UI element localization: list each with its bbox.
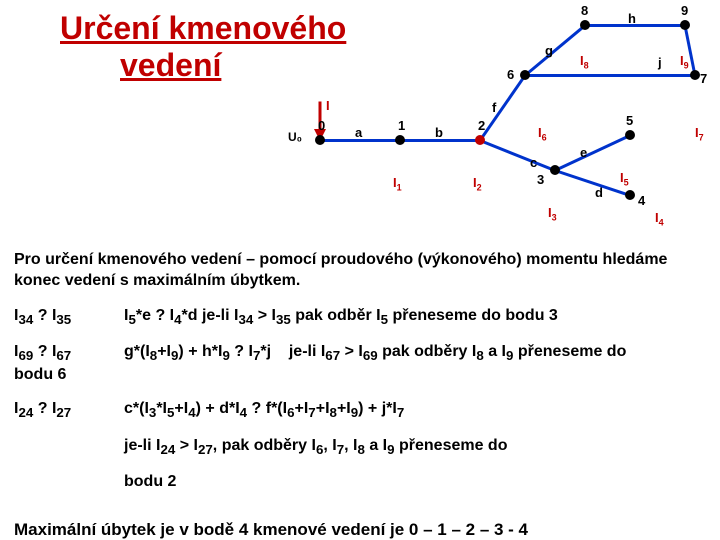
current-label: I9: [680, 53, 689, 71]
current-label: I6: [538, 125, 547, 143]
node-label-2: 2: [478, 118, 485, 133]
edge-label-h: h: [628, 11, 636, 26]
comparison-answer: c*(I3*I5+I4) + d*I4 ? f*(I6+I7+I8+I9) + …: [124, 399, 706, 422]
network-diagram: U₀ I0 1 2 3 4 5 6 7 8 9 a b c d e f g h j I1 I2 I3 I4 I5 I6 I7 I8 I…: [260, 5, 710, 235]
comparison-question: I24 ? I27: [14, 399, 124, 422]
comparison-row: I34 ? I35I5*e ? I4*d je-li I34 > I35 pak…: [14, 306, 706, 329]
edge-label-c: c: [530, 155, 537, 170]
node-0: [315, 135, 325, 145]
tail-text: je-li I24 > I27, pak odběry I6, I7, I8 a…: [124, 436, 706, 459]
comparison-question: I69 ? I67bodu 6: [14, 342, 124, 385]
edge-2-6: [479, 74, 526, 141]
tail2-text: bodu 2: [124, 472, 706, 493]
edge-label-d: d: [595, 185, 603, 200]
node-6: [520, 70, 530, 80]
node-label-4: 4: [638, 193, 645, 208]
node-label-5: 5: [626, 113, 633, 128]
edge-6-8: [524, 24, 586, 76]
node-label-8: 8: [581, 3, 588, 18]
current-label: I4: [655, 210, 664, 228]
comparison-row: I69 ? I67bodu 6g*(I8+I9) + h*I9 ? I7*j j…: [14, 342, 706, 385]
current-label: I3: [548, 205, 557, 223]
edge-label-g: g: [545, 43, 553, 58]
body-text: Pro určení kmenového vedení – pomocí pro…: [14, 250, 706, 507]
node-label-1: 1: [398, 118, 405, 133]
edge-6-7: [525, 74, 695, 77]
edge-label-j: j: [658, 55, 662, 70]
page: Určení kmenového vedení U₀ I0123456789ab…: [0, 0, 720, 540]
comparison-answer: g*(I8+I9) + h*I9 ? I7*j je-li I67 > I69 …: [124, 342, 706, 385]
node-label-3: 3: [537, 172, 544, 187]
node-8: [580, 20, 590, 30]
node-label-6: 6: [507, 67, 514, 82]
edge-2-3: [479, 139, 555, 172]
current-label: I2: [473, 175, 482, 193]
node-label-7: 7: [700, 71, 707, 86]
source-current-label: I: [326, 98, 330, 113]
comparison-rows: I34 ? I35I5*e ? I4*d je-li I34 > I35 pak…: [14, 306, 706, 422]
comparison-question: I34 ? I35: [14, 306, 124, 329]
edge-label-b: b: [435, 125, 443, 140]
cutoff-text: Maximální úbytek je v bodě 4 kmenové ved…: [14, 520, 528, 540]
source-voltage-label: U₀: [288, 130, 302, 144]
comparison-row: I24 ? I27c*(I3*I5+I4) + d*I4 ? f*(I6+I7+…: [14, 399, 706, 422]
edge-3-5: [554, 134, 630, 172]
node-7: [690, 70, 700, 80]
current-label: I1: [393, 175, 402, 193]
node-label-0: 0: [318, 118, 325, 133]
comparison-answer: I5*e ? I4*d je-li I34 > I35 pak odběr I5…: [124, 306, 706, 329]
tail-row: je-li I24 > I27, pak odběry I6, I7, I8 a…: [14, 436, 706, 459]
current-label: I8: [580, 53, 589, 71]
node-1: [395, 135, 405, 145]
tail-col1: [14, 436, 124, 459]
node-label-9: 9: [681, 3, 688, 18]
edge-label-f: f: [492, 100, 496, 115]
node-2: [475, 135, 485, 145]
edge-label-a: a: [355, 125, 362, 140]
tail2-col1: [14, 472, 124, 493]
tail2-row: bodu 2: [14, 472, 706, 493]
current-label: I5: [620, 170, 629, 188]
intro-text: Pro určení kmenového vedení – pomocí pro…: [14, 250, 706, 292]
node-4: [625, 190, 635, 200]
current-label: I7: [695, 125, 704, 143]
edge-label-e: e: [580, 145, 587, 160]
node-3: [550, 165, 560, 175]
node-9: [680, 20, 690, 30]
node-5: [625, 130, 635, 140]
